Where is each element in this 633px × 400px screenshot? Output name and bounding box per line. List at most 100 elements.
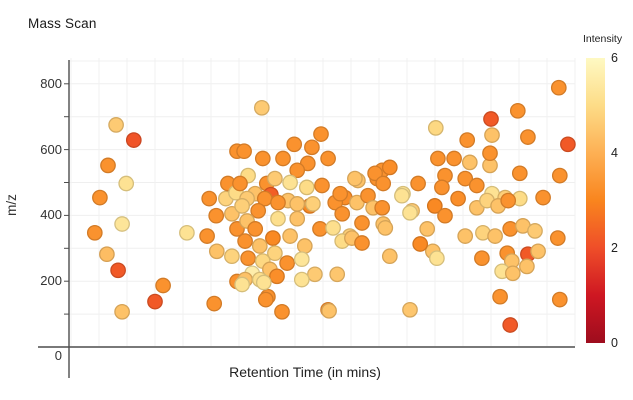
- scatter-point[interactable]: [520, 129, 536, 145]
- scatter-point[interactable]: [500, 192, 517, 209]
- scatter-point[interactable]: [332, 185, 349, 202]
- scatter-point[interactable]: [325, 220, 341, 236]
- scatter-point[interactable]: [224, 248, 240, 265]
- scatter-point[interactable]: [334, 205, 351, 222]
- scatter-point[interactable]: [92, 189, 108, 206]
- scatter-point[interactable]: [110, 262, 126, 279]
- scatter-point[interactable]: [289, 210, 306, 227]
- scatter-point[interactable]: [519, 258, 535, 275]
- scatter-point[interactable]: [312, 221, 328, 237]
- scatter-point[interactable]: [236, 143, 252, 160]
- scatter-point[interactable]: [354, 235, 370, 251]
- scatter-point[interactable]: [274, 303, 290, 320]
- scatter-point[interactable]: [430, 150, 446, 167]
- scatter-point[interactable]: [474, 250, 490, 267]
- scatter-point[interactable]: [253, 99, 270, 116]
- scatter-point[interactable]: [199, 228, 215, 244]
- scatter-point[interactable]: [412, 236, 429, 252]
- scatter-point[interactable]: [275, 150, 291, 167]
- scatter-point[interactable]: [535, 189, 551, 206]
- scatter-point[interactable]: [155, 277, 171, 294]
- scatter-point[interactable]: [461, 154, 478, 171]
- scatter-point[interactable]: [265, 230, 281, 246]
- scatter-point[interactable]: [279, 255, 295, 271]
- scatter-point[interactable]: [305, 196, 321, 212]
- scatter-point[interactable]: [267, 170, 283, 187]
- scatter-point[interactable]: [247, 221, 264, 237]
- scatter-point[interactable]: [298, 179, 315, 196]
- scatter-point[interactable]: [502, 221, 519, 237]
- scatter-point[interactable]: [147, 293, 163, 310]
- scatter-point[interactable]: [282, 228, 298, 244]
- scatter-point[interactable]: [304, 139, 320, 156]
- scatter-point[interactable]: [468, 177, 485, 194]
- scatter-point[interactable]: [551, 167, 568, 184]
- scatter-point[interactable]: [375, 175, 392, 192]
- scatter-point[interactable]: [240, 250, 256, 267]
- scatter-point[interactable]: [502, 317, 519, 333]
- scatter-point[interactable]: [208, 243, 225, 260]
- scatter-point[interactable]: [381, 159, 398, 176]
- scatter-point[interactable]: [550, 79, 567, 96]
- scatter-point[interactable]: [234, 198, 250, 214]
- scatter-point[interactable]: [446, 150, 462, 167]
- scatter-point[interactable]: [293, 251, 310, 268]
- scatter-point[interactable]: [118, 175, 135, 192]
- scatter-point[interactable]: [108, 117, 124, 133]
- scatter-point[interactable]: [483, 111, 499, 127]
- scatter-point[interactable]: [457, 228, 474, 244]
- scatter-point[interactable]: [125, 132, 142, 148]
- scatter-point[interactable]: [377, 220, 394, 236]
- scatter-point[interactable]: [86, 224, 103, 241]
- scatter-point[interactable]: [367, 165, 383, 182]
- scatter-point[interactable]: [313, 126, 329, 142]
- scatter-point[interactable]: [320, 150, 336, 167]
- scatter-point[interactable]: [329, 266, 346, 283]
- scatter-point[interactable]: [237, 233, 253, 249]
- scatter-point[interactable]: [257, 291, 274, 308]
- scatter-point[interactable]: [250, 202, 267, 219]
- scatter-point[interactable]: [394, 187, 410, 204]
- scatter-point[interactable]: [427, 120, 444, 136]
- scatter-point[interactable]: [255, 274, 272, 291]
- scatter-point[interactable]: [269, 268, 285, 285]
- scatter-point[interactable]: [402, 204, 418, 221]
- scatter-point[interactable]: [504, 265, 521, 282]
- scatter-point[interactable]: [347, 170, 363, 187]
- scatter-point[interactable]: [270, 210, 286, 227]
- scatter-point[interactable]: [251, 238, 268, 254]
- scatter-point[interactable]: [100, 157, 116, 174]
- scatter-point[interactable]: [434, 179, 450, 196]
- scatter-point[interactable]: [527, 223, 543, 239]
- scatter-point[interactable]: [289, 196, 306, 212]
- scatter-point[interactable]: [354, 215, 370, 231]
- scatter-point[interactable]: [293, 271, 310, 288]
- scatter-point[interactable]: [254, 150, 271, 167]
- scatter-point[interactable]: [282, 174, 298, 191]
- scatter-point[interactable]: [314, 177, 330, 194]
- scatter-point[interactable]: [511, 165, 528, 182]
- scatter-point[interactable]: [114, 303, 130, 320]
- scatter-point[interactable]: [224, 205, 240, 222]
- scatter-point[interactable]: [530, 243, 546, 260]
- scatter-point[interactable]: [232, 175, 248, 192]
- scatter-point[interactable]: [234, 276, 250, 293]
- scatter-point[interactable]: [437, 207, 453, 224]
- scatter-point[interactable]: [321, 302, 337, 319]
- scatter-point[interactable]: [560, 136, 576, 153]
- scatter-point[interactable]: [307, 266, 323, 283]
- scatter-point[interactable]: [206, 295, 223, 312]
- scatter-point[interactable]: [99, 246, 115, 263]
- scatter-point[interactable]: [459, 132, 476, 148]
- scatter-point[interactable]: [410, 175, 426, 192]
- scatter-point[interactable]: [492, 288, 508, 305]
- scatter-point[interactable]: [482, 145, 498, 162]
- scatter-point[interactable]: [270, 194, 286, 211]
- scatter-point[interactable]: [349, 194, 365, 211]
- scatter-point[interactable]: [551, 291, 568, 308]
- scatter-point[interactable]: [289, 162, 306, 179]
- scatter-point[interactable]: [267, 245, 283, 262]
- scatter-point[interactable]: [426, 198, 443, 214]
- scatter-point[interactable]: [201, 190, 218, 207]
- scatter-point[interactable]: [484, 127, 500, 143]
